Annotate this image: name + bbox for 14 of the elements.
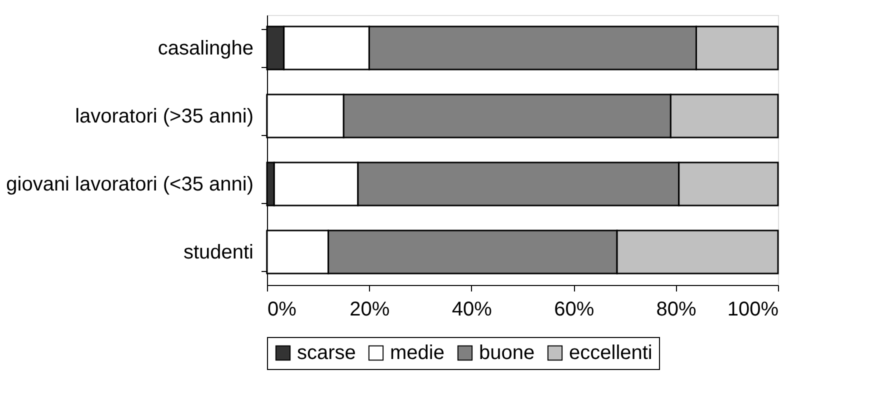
- x-tick-label: 80%: [656, 298, 697, 320]
- legend-label: medie: [390, 342, 444, 364]
- y-tick-label: giovani lavoratori (<35 anni): [6, 174, 254, 196]
- x-tick-label: 20%: [350, 298, 390, 320]
- x-tick-label: 0%: [268, 298, 297, 320]
- y-tick-label: studenti: [183, 242, 254, 264]
- legend-label: eccellenti: [569, 342, 652, 364]
- legend-label: buone: [479, 342, 535, 364]
- x-tick-label: 40%: [452, 298, 492, 320]
- legend-label: scarse: [297, 342, 356, 364]
- x-tick-label: 100%: [727, 298, 779, 320]
- y-tick-label: casalinghe: [158, 37, 254, 60]
- x-tick-label: 60%: [554, 298, 594, 320]
- y-tick-label: lavoratori (>35 anni): [75, 105, 254, 128]
